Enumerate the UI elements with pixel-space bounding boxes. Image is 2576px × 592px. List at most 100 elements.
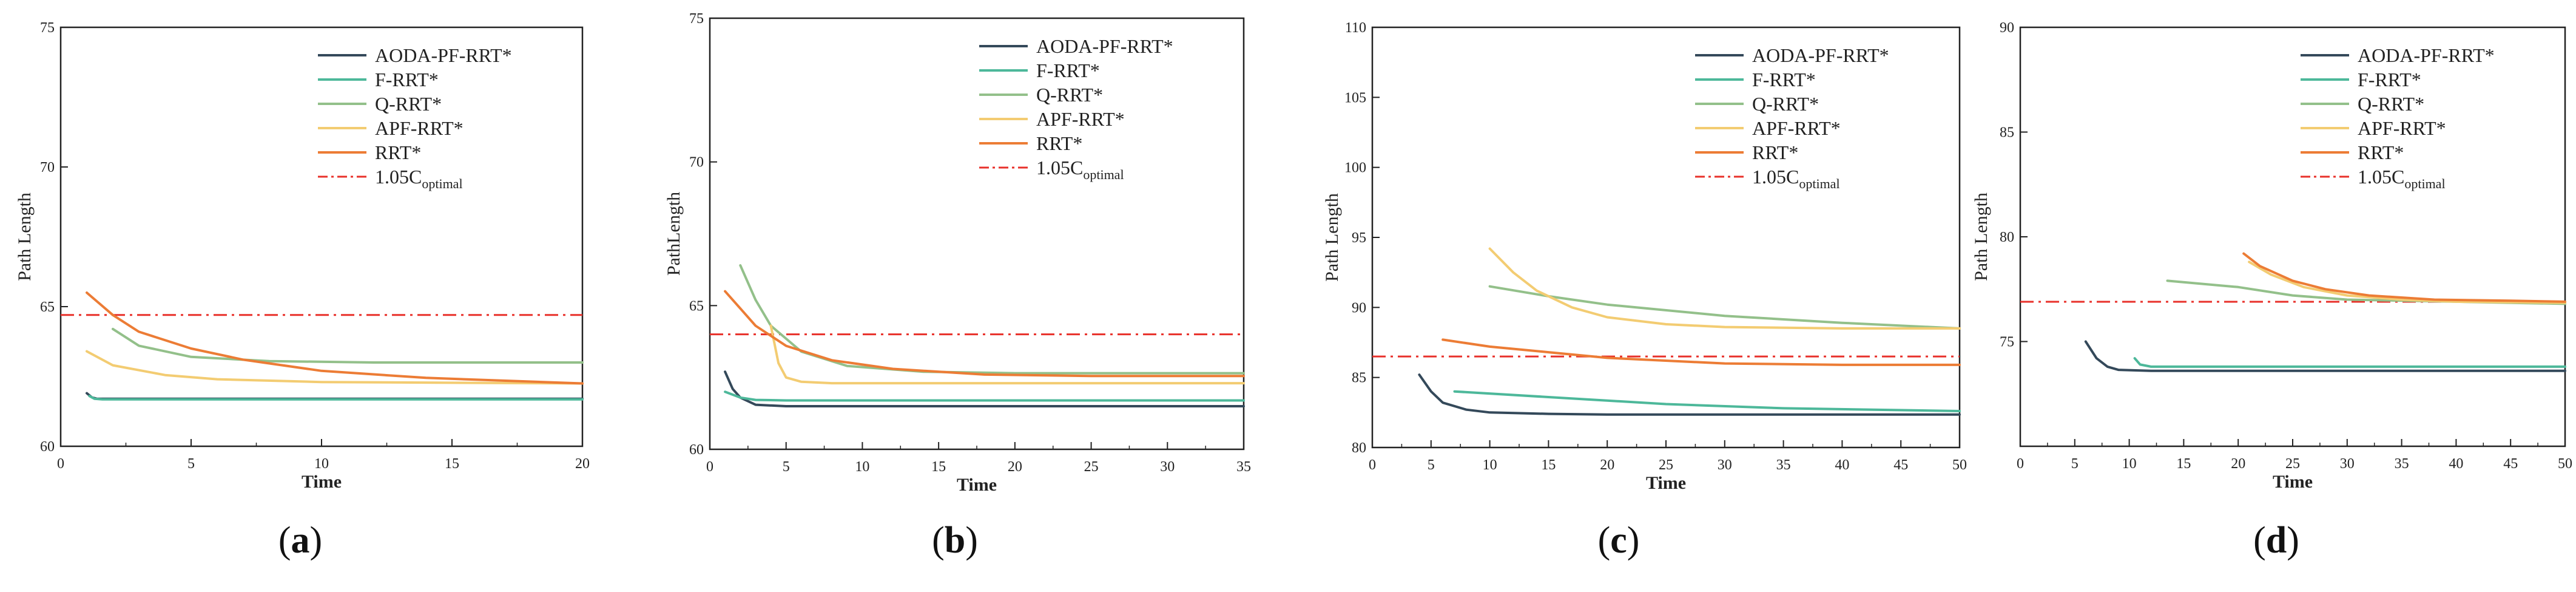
panel-label-letter: c — [1610, 520, 1627, 561]
legend-label: AODA-PF-RRT* — [1036, 35, 1173, 57]
legend-label: RRT* — [2358, 141, 2404, 163]
x-tick-label: 40 — [2449, 456, 2463, 472]
legend-label: RRT* — [375, 141, 421, 163]
x-tick-label: 0 — [2017, 456, 2024, 472]
x-tick-label: 15 — [445, 456, 459, 472]
x-tick-label: 10 — [2122, 456, 2137, 472]
legend-label: AODA-PF-RRT* — [2358, 44, 2495, 66]
reference-label-subscript: optimal — [422, 176, 462, 191]
legend-label: Q-RRT* — [375, 93, 442, 115]
series-line-rrt-star — [1441, 338, 1961, 366]
y-tick-label: 75 — [2000, 335, 2014, 350]
x-tick-label: 40 — [1835, 457, 1849, 473]
x-tick-label: 0 — [57, 456, 64, 472]
legend-label: Q-RRT* — [1752, 93, 1819, 115]
x-axis-title: Time — [2273, 472, 2313, 492]
legend-label: Q-RRT* — [2358, 93, 2424, 115]
y-tick-label: 95 — [1352, 230, 1366, 246]
reference-label-subscript: optimal — [2404, 176, 2445, 191]
x-tick-label: 15 — [2176, 456, 2191, 472]
panel-label-close: ) — [965, 520, 978, 561]
legend-bg — [2293, 38, 2564, 192]
y-tick-label: 65 — [689, 298, 704, 314]
series-line-rrt-star — [2242, 252, 2566, 303]
series-line-f-rrt-star — [724, 390, 1245, 402]
panel-label-open: ( — [2253, 520, 2266, 561]
x-tick-label: 25 — [1084, 459, 1099, 475]
x-tick-label: 5 — [783, 459, 790, 475]
y-tick-label: 60 — [689, 442, 704, 458]
y-axis-title: PathLength — [664, 192, 684, 276]
legend-label: AODA-PF-RRT* — [1752, 44, 1889, 66]
series-line-q-rrt-star — [739, 264, 1245, 375]
x-tick-label: 20 — [1600, 457, 1614, 473]
legend-label: APF-RRT* — [375, 117, 464, 139]
y-axis-title: Path Length — [1971, 192, 1991, 281]
y-tick-label: 90 — [1352, 300, 1366, 316]
y-tick-label: 90 — [2000, 20, 2014, 36]
legend: AODA-PF-RRT* F-RRT* Q-RRT*APF-RRT*RRT* 1.05… — [2293, 38, 2564, 192]
x-tick-label: 20 — [575, 456, 590, 472]
x-tick-label: 5 — [1428, 457, 1435, 473]
reference-label-prefix: 1.05C — [375, 166, 422, 188]
legend-bg — [1688, 38, 1958, 192]
series-line-q-rrt-star — [112, 327, 584, 364]
x-axis-title: Time — [302, 472, 342, 492]
panel-label-close: ) — [309, 520, 323, 561]
legend-label: APF-RRT* — [1752, 117, 1841, 139]
x-tick-label: 10 — [1483, 457, 1497, 473]
y-tick-label: 100 — [1344, 160, 1366, 176]
reference-label-prefix: 1.05C — [1036, 157, 1083, 179]
legend-label: APF-RRT* — [2358, 117, 2446, 139]
panel-label-b: (b) — [894, 519, 1016, 562]
legend-label: F-RRT* — [1752, 69, 1816, 90]
x-tick-label: 5 — [2071, 456, 2079, 472]
panel-label-close: ) — [1627, 520, 1640, 561]
chart-panel-d: 0 5 10 15 20 25 30 35 40 45 50 75 80 85 90 Time Path Len… — [1971, 20, 2572, 492]
panel-label-open: ( — [278, 520, 291, 561]
x-tick-label: 25 — [1659, 457, 1673, 473]
series-line-rrt-star — [86, 291, 584, 385]
legend-label: RRT* — [1036, 132, 1082, 154]
panel-label-close: ) — [2287, 520, 2299, 561]
y-axis-title: Path Length — [15, 192, 35, 281]
legend-bg — [311, 38, 581, 192]
x-tick-label: 15 — [931, 459, 946, 475]
chart-panel-c: 0 5 10 15 20 25 30 35 40 45 50 80 85 90 95 100 105 110 Tim… — [1322, 20, 1967, 493]
reference-label-subscript: optimal — [1799, 176, 1839, 191]
x-tick-label: 15 — [1541, 457, 1556, 473]
series-line-aoda-pf-rrt-star — [86, 392, 584, 400]
panel-label-letter: d — [2265, 520, 2287, 561]
y-tick-label: 70 — [689, 155, 704, 171]
series-line-apf-rrt-star — [86, 350, 584, 385]
x-tick-label: 20 — [2231, 456, 2245, 472]
reference-label-subscript: optimal — [1083, 167, 1124, 182]
reference-label-prefix: 1.05C — [2358, 166, 2404, 188]
x-tick-label: 35 — [1776, 457, 1791, 473]
x-tick-label: 50 — [1952, 457, 1967, 473]
legend-bg — [972, 29, 1242, 183]
panel-label-letter: b — [944, 520, 966, 561]
panel-label-c: (c) — [1558, 519, 1679, 562]
x-tick-label: 30 — [1718, 457, 1732, 473]
series-line-f-rrt-star — [2133, 357, 2566, 368]
chart-panel-b: 0 5 10 15 20 25 30 35 60 65 70 75 Time PathLength AODA… — [664, 11, 1251, 495]
legend-label-reference: 1.05Coptimal — [2358, 166, 2446, 191]
x-axis-title: Time — [957, 475, 997, 495]
legend: AODA-PF-RRT* F-RRT* Q-RRT*APF-RRT*RRT* 1.05… — [1688, 38, 1958, 192]
series-line-apf-rrt-star — [2248, 260, 2566, 304]
series-line-aoda-pf-rrt-star — [2084, 340, 2566, 372]
x-axis-title: Time — [1646, 473, 1686, 493]
y-tick-label: 75 — [40, 20, 55, 36]
x-tick-label: 5 — [187, 456, 195, 472]
reference-label-prefix: 1.05C — [1752, 166, 1799, 188]
y-tick-label: 60 — [40, 439, 55, 455]
x-tick-label: 35 — [2395, 456, 2409, 472]
x-tick-label: 45 — [2503, 456, 2518, 472]
y-tick-label: 70 — [40, 160, 55, 175]
legend-label: RRT* — [1752, 141, 1798, 163]
y-tick-label: 85 — [1352, 370, 1366, 386]
x-tick-label: 30 — [2340, 456, 2355, 472]
x-tick-label: 0 — [1369, 457, 1376, 473]
